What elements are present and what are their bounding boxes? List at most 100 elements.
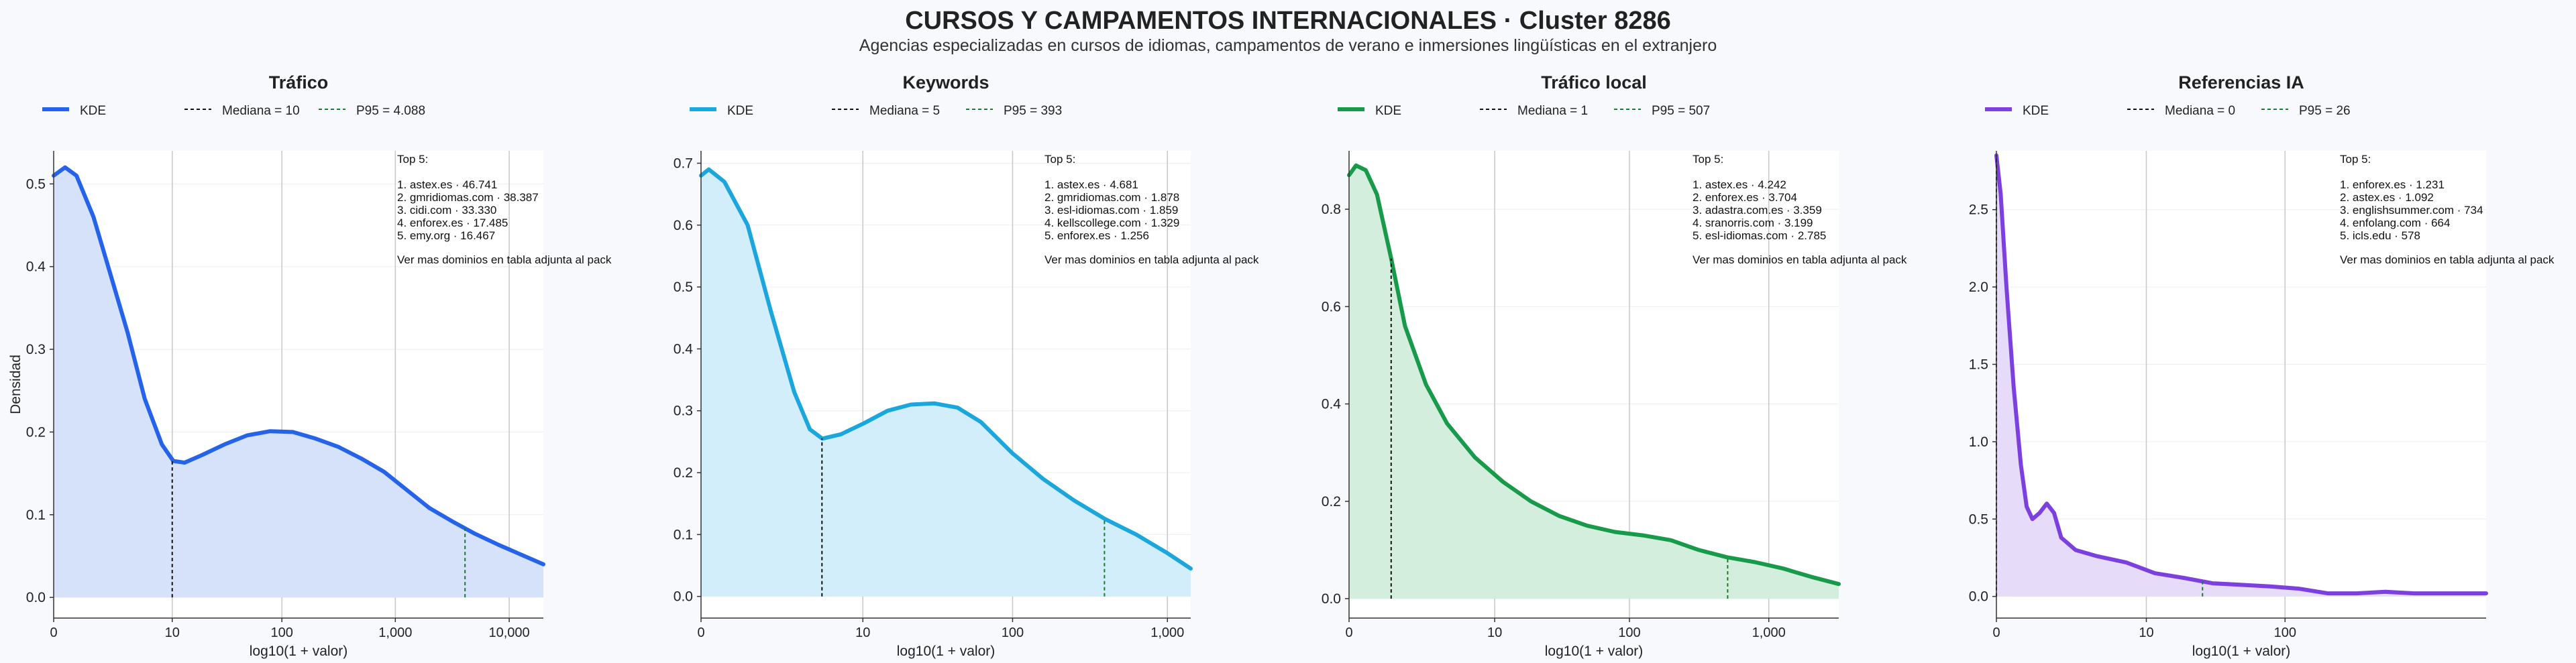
x-tick-label: 0 (1992, 625, 2000, 640)
y-axis-label: Densidad (8, 355, 23, 414)
x-axis-label: log10(1 + valor) (2192, 644, 2291, 659)
y-tick-label: 0.5 (674, 280, 693, 295)
legend-kde-label: KDE (80, 104, 106, 118)
top5-item: 5. enforex.es · 1.256 (1044, 229, 1149, 242)
legend-kde-label: KDE (1375, 104, 1401, 118)
kde-line (1994, 153, 2488, 596)
x-axis-label: log10(1 + valor) (1545, 644, 1644, 659)
legend-kde-label: KDE (727, 104, 753, 118)
chart-panel-4: Referencias IA KDE Mediana = 0 P95 = 26 0.0 0… (1969, 72, 2555, 659)
y-tick-label: 0.1 (26, 507, 46, 523)
panel-title: Tráfico local (1541, 72, 1647, 93)
top5-item: 3. esl-idiomas.com · 1.859 (1044, 204, 1178, 217)
top5-heading: Top 5: (2340, 153, 2371, 166)
kde-area (54, 167, 543, 598)
x-tick-label: 0 (1345, 625, 1352, 640)
y-tick-label: 0.5 (26, 176, 46, 192)
chart-panel-2: Keywords KDE Mediana = 5 P95 = 393 0.0 0.1 0.2… (674, 72, 1259, 659)
y-tick-label: 0.2 (674, 465, 693, 481)
plot-area (1996, 151, 2486, 618)
legend-median-label: Mediana = 1 (1517, 104, 1588, 118)
y-tick-label: 0.0 (1969, 589, 1988, 605)
x-tick-label: 100 (1618, 625, 1640, 640)
top5-item: 3. adastra.com.es · 3.359 (1693, 204, 1822, 217)
y-tick-label: 0.3 (674, 404, 693, 419)
chart-panel-3: Tráfico local KDE Mediana = 1 P95 = 507 0.0 0… (1322, 72, 1907, 659)
y-tick-label: 0.0 (1322, 591, 1341, 607)
y-tick-label: 0.4 (26, 259, 46, 275)
x-tick-label: 100 (2274, 625, 2296, 640)
panel-title: Tráfico (269, 72, 329, 93)
top5-item: 1. astex.es · 4.681 (1044, 178, 1138, 191)
top5-item: 1. astex.es · 4.242 (1693, 178, 1786, 191)
top5-footer: Ver mas dominios en tabla adjunta al pac… (2340, 253, 2555, 266)
legend: KDE Mediana = 10 P95 = 4.088 (42, 104, 425, 118)
legend: KDE Mediana = 5 P95 = 393 (690, 104, 1062, 118)
legend-kde-label: KDE (2023, 104, 2049, 118)
top5-item: 4. kellscollege.com · 1.329 (1044, 217, 1179, 229)
top5-footer: Ver mas dominios en tabla adjunta al pac… (397, 253, 612, 266)
legend-p95-label: P95 = 393 (1004, 104, 1062, 118)
top5-item: 5. esl-idiomas.com · 2.785 (1693, 229, 1826, 242)
legend-median-label: Mediana = 0 (2165, 104, 2235, 118)
kde-area (1996, 155, 2486, 597)
y-tick-label: 0.3 (26, 342, 46, 357)
y-tick-label: 0.4 (1322, 397, 1342, 412)
top5-item: 2. astex.es · 1.092 (2340, 191, 2434, 204)
kde-line (52, 165, 545, 566)
kde-line (699, 167, 1193, 571)
y-tick-label: 0.2 (26, 424, 46, 440)
x-tick-label: 1,000 (1150, 625, 1184, 640)
panel-title: Referencias IA (2178, 72, 2304, 93)
top5-item: 4. enfolang.com · 664 (2340, 217, 2450, 229)
x-axis-label: log10(1 + valor) (897, 644, 996, 659)
y-tick-label: 0.2 (1322, 494, 1341, 509)
x-axis-label: log10(1 + valor) (250, 644, 348, 659)
top5-heading: Top 5: (1044, 153, 1075, 166)
y-tick-label: 0.7 (674, 156, 693, 171)
top5-item: 1. astex.es · 46.741 (397, 178, 497, 191)
y-tick-label: 0.0 (26, 590, 46, 605)
top5-item: 4. enforex.es · 17.485 (397, 217, 508, 229)
x-tick-label: 100 (271, 625, 293, 640)
chart-panel-1: Tráfico KDE Mediana = 10 P95 = 4.088 0.0 0.1 0… (8, 72, 612, 659)
legend-p95-label: P95 = 26 (2299, 104, 2351, 118)
x-tick-label: 10 (1487, 625, 1502, 640)
top5-item: 3. cidi.com · 33.330 (397, 204, 496, 217)
top5-item: 2. enforex.es · 3.704 (1693, 191, 1797, 204)
x-tick-label: 1,000 (1752, 625, 1786, 640)
top5-item: 4. sranorris.com · 3.199 (1693, 217, 1813, 229)
x-tick-label: 0 (697, 625, 704, 640)
y-tick-label: 0.0 (674, 589, 693, 605)
legend-p95-label: P95 = 507 (1652, 104, 1710, 118)
legend-median-label: Mediana = 5 (869, 104, 940, 118)
y-tick-label: 0.1 (674, 527, 693, 542)
kde-area (701, 169, 1191, 597)
top5-item: 1. enforex.es · 1.231 (2340, 178, 2445, 191)
x-tick-label: 100 (1002, 625, 1024, 640)
y-tick-label: 0.6 (1322, 299, 1341, 314)
y-tick-label: 1.5 (1969, 357, 1988, 372)
top5-heading: Top 5: (1693, 153, 1723, 166)
x-tick-label: 10 (165, 625, 180, 640)
top5-item: 2. gmridiomas.com · 1.878 (1044, 191, 1179, 204)
legend: KDE Mediana = 1 P95 = 507 (1338, 104, 1710, 118)
x-tick-label: 10 (2139, 625, 2153, 640)
y-tick-label: 0.4 (674, 341, 694, 357)
y-tick-label: 0.8 (1322, 202, 1341, 217)
y-tick-label: 2.5 (1969, 202, 1988, 218)
x-tick-label: 0 (50, 625, 57, 640)
top5-item: 5. icls.edu · 578 (2340, 229, 2420, 242)
panel-title: Keywords (902, 72, 989, 93)
y-tick-label: 1.0 (1969, 434, 1988, 450)
legend-median-label: Mediana = 10 (222, 104, 300, 118)
top5-heading: Top 5: (397, 153, 428, 166)
y-tick-label: 0.5 (1969, 511, 1988, 527)
legend-p95-label: P95 = 4.088 (356, 104, 425, 118)
top5-footer: Ver mas dominios en tabla adjunta al pac… (1693, 253, 1907, 266)
